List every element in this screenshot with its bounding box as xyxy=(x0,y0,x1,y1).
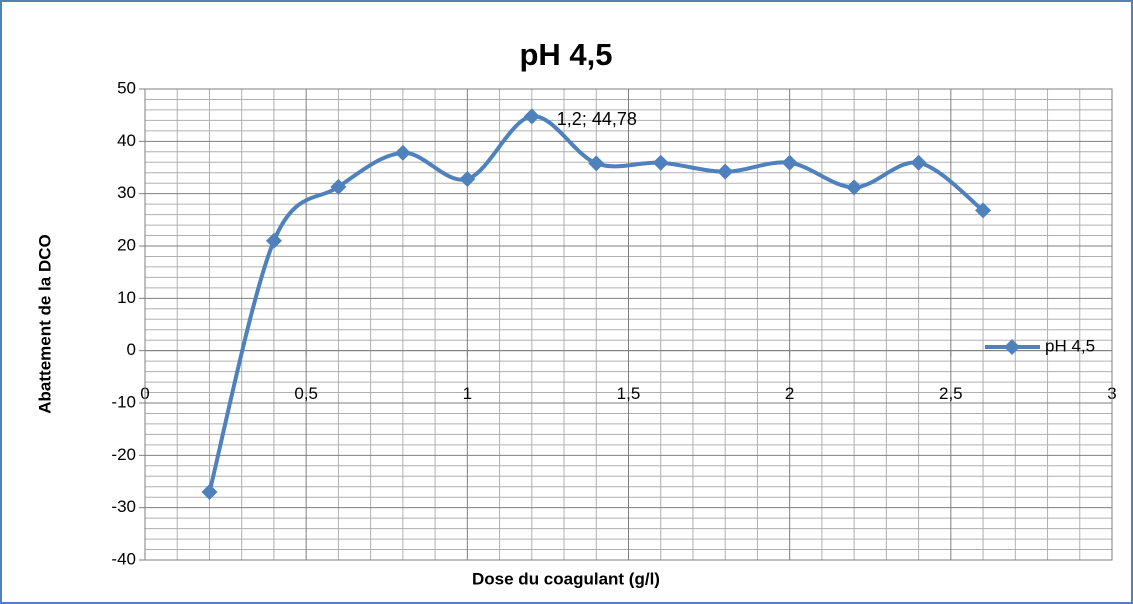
y-tick-label: 50 xyxy=(117,78,136,97)
data-label: 1,2; 44,78 xyxy=(557,109,637,129)
x-tick-label: 2,5 xyxy=(939,384,963,403)
legend-label: pH 4,5 xyxy=(1045,336,1095,355)
y-tick-label: 20 xyxy=(117,235,136,254)
x-axis-label: Dose du coagulant (g/l) xyxy=(472,569,660,588)
data-point xyxy=(846,179,863,196)
data-point xyxy=(781,154,798,171)
data-point xyxy=(459,171,476,188)
y-tick-label: -10 xyxy=(111,392,136,411)
y-tick-label: -30 xyxy=(111,497,136,516)
y-tick-label: 0 xyxy=(127,340,136,359)
data-point xyxy=(523,108,540,125)
data-point xyxy=(717,163,734,180)
y-tick-label: 40 xyxy=(117,131,136,150)
y-tick-label: -40 xyxy=(111,549,136,568)
data-point xyxy=(652,154,669,171)
x-tick-label: 1 xyxy=(463,384,472,403)
data-point xyxy=(201,483,218,500)
y-tick-label: 30 xyxy=(117,183,136,202)
y-axis-label: Abattement de la DCO xyxy=(35,234,54,413)
data-point xyxy=(975,202,992,219)
x-tick-label: 0,5 xyxy=(294,384,318,403)
plot-border xyxy=(144,88,1113,561)
y-tick-label: -20 xyxy=(111,445,136,464)
legend-marker xyxy=(1004,339,1020,355)
data-point xyxy=(265,232,282,249)
data-point xyxy=(394,144,411,161)
x-tick-label: 2 xyxy=(785,384,794,403)
data-point xyxy=(330,178,347,195)
data-point xyxy=(588,155,605,172)
data-point xyxy=(910,154,927,171)
chart-title: pH 4,5 xyxy=(519,37,612,72)
x-tick-label: 1,5 xyxy=(617,384,641,403)
y-tick-label: 10 xyxy=(117,288,136,307)
